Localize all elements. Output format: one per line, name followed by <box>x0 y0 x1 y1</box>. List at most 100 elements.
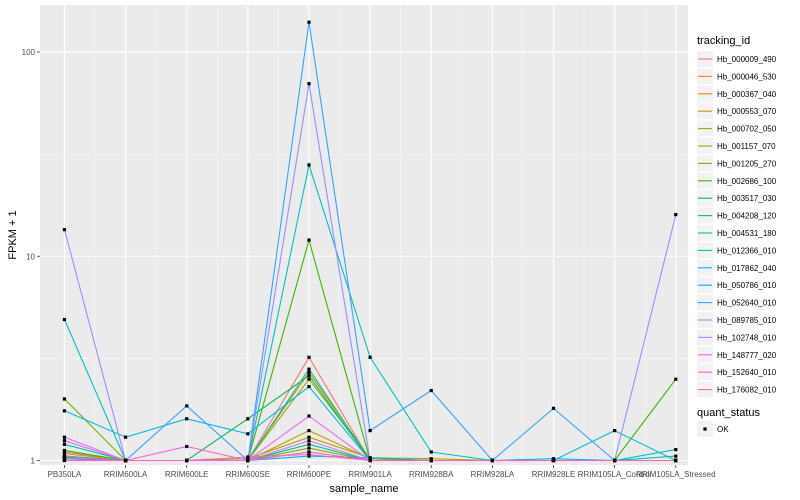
legend-title: tracking_id <box>697 35 750 47</box>
legend-label: Hb_050786_010 <box>717 281 777 290</box>
data-point <box>429 457 433 461</box>
data-point <box>490 458 494 463</box>
legend-item: Hb_004531_180 <box>697 225 777 241</box>
data-point <box>307 446 311 450</box>
legend-label: Hb_012366_010 <box>717 246 777 255</box>
legend-item: Hb_176082_010 <box>697 381 777 398</box>
data-point <box>613 458 617 463</box>
shape-legend-label: OK <box>717 425 729 434</box>
data-point <box>307 452 311 457</box>
data-point <box>62 456 67 460</box>
panel-background <box>40 5 688 465</box>
legend-label: Hb_000009_490 <box>717 55 777 64</box>
legend-label: Hb_017862_040 <box>717 264 777 273</box>
data-point <box>307 238 311 242</box>
x-axis: PB350LA RRIM600LA RRIM600LE RRIM600SE RRIM60… <box>48 465 716 479</box>
data-point <box>674 458 678 463</box>
data-point <box>307 435 311 439</box>
data-point <box>429 450 433 454</box>
data-point <box>307 414 311 418</box>
data-point <box>62 317 67 322</box>
data-point <box>368 429 372 433</box>
legend-item: Hb_003517_030 <box>697 190 777 207</box>
x-tick-label: RRIM600LA <box>104 470 148 479</box>
legend-item: Hb_017862_040 <box>697 259 777 276</box>
legend-label: Hb_004531_180 <box>717 229 777 238</box>
data-point <box>62 397 67 401</box>
legend-item: Hb_001157_070 <box>697 138 776 154</box>
legend-label: Hb_000367_040 <box>717 90 777 99</box>
data-point <box>307 439 311 443</box>
legend-label: Hb_000553_070 <box>717 107 777 116</box>
data-point <box>307 442 311 446</box>
legend-label: Hb_003517_030 <box>717 194 777 203</box>
shape-legend: quant_status OK <box>697 407 760 437</box>
legend-item: Hb_000553_070 <box>697 103 777 120</box>
legend-label: Hb_176082_010 <box>717 386 777 395</box>
legend-item: Hb_000046_530 <box>697 68 777 85</box>
data-point <box>307 454 311 458</box>
shape-legend-title: quant_status <box>697 407 760 419</box>
legend-label: Hb_002686_100 <box>717 177 777 186</box>
data-point <box>307 370 311 374</box>
legend-label: Hb_000702_050 <box>717 125 777 134</box>
legend-label: Hb_148777_020 <box>717 351 777 360</box>
data-point <box>185 417 189 421</box>
data-point <box>613 429 617 433</box>
legend-label: Hb_152640_010 <box>717 368 777 377</box>
data-point <box>307 367 311 371</box>
legend-label: Hb_004208_120 <box>717 212 777 221</box>
data-point <box>123 435 128 439</box>
data-point <box>307 377 311 381</box>
data-point <box>246 432 250 436</box>
data-point <box>551 457 556 461</box>
data-point <box>368 355 372 359</box>
x-tick-label: PB350LA <box>48 470 82 479</box>
data-point <box>674 377 678 381</box>
legend-item: Hb_012366_010 <box>697 242 777 259</box>
legend-label: Hb_001157_070 <box>717 142 776 151</box>
x-axis-title: sample_name <box>329 483 398 495</box>
legend-item: Hb_050786_010 <box>697 277 777 294</box>
data-point <box>123 458 128 463</box>
legend-item: Hb_102748_010 <box>697 329 777 346</box>
shape-legend-item: OK <box>697 421 729 437</box>
data-point <box>62 452 67 456</box>
shape-legend-symbol <box>703 427 707 431</box>
data-point <box>674 454 678 458</box>
legend-item: Hb_001205_270 <box>697 155 777 172</box>
y-axis-title: FPKM + 1 <box>7 210 19 259</box>
data-point <box>246 457 250 461</box>
legend-label: Hb_052640_010 <box>717 299 777 308</box>
data-point <box>246 458 250 463</box>
data-points <box>62 20 678 463</box>
data-point <box>62 409 67 413</box>
data-point <box>429 388 433 393</box>
data-point <box>246 455 250 459</box>
legend-item: Hb_152640_010 <box>697 364 777 381</box>
legend-item: Hb_004208_120 <box>697 207 777 224</box>
color-legend: tracking_id Hb_000009_490 Hb_000046_530 Hb… <box>697 35 777 398</box>
y-tick-label: 1 <box>31 456 36 465</box>
x-tick-label: RRIM105LA_Control <box>578 470 652 479</box>
legend-label: Hb_000046_530 <box>717 72 777 81</box>
data-point <box>62 454 67 458</box>
data-point <box>62 435 67 439</box>
plot-panel <box>40 5 688 465</box>
data-point <box>674 212 678 217</box>
legend-item: Hb_000702_050 <box>697 120 777 137</box>
x-tick-label: RRIM928LA <box>471 470 515 479</box>
data-point <box>307 163 311 167</box>
legend-item: Hb_089785_010 <box>697 312 777 328</box>
data-point <box>62 439 67 443</box>
data-point <box>368 458 372 463</box>
data-point <box>246 417 250 421</box>
data-point <box>185 458 189 463</box>
data-point <box>551 406 556 410</box>
x-tick-label: RRIM600LE <box>165 470 209 479</box>
legend-item: Hb_000367_040 <box>697 85 777 102</box>
data-point <box>307 374 311 378</box>
x-tick-label: RRIM600PE <box>287 470 331 479</box>
legend-item: Hb_052640_010 <box>697 294 777 311</box>
